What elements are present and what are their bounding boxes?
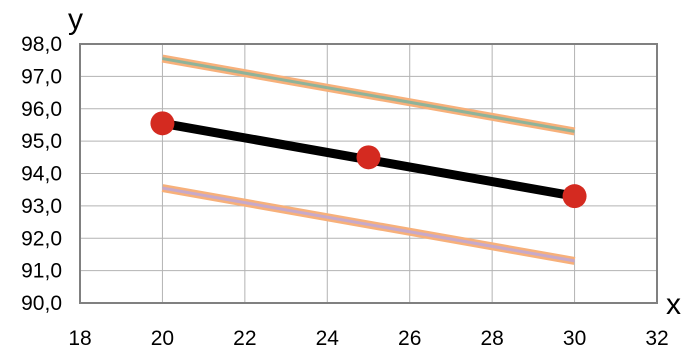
y-tick-labels: 90,0 91,0 92,0 93,0 94,0 95,0 96,0 97,0 98,0 [21, 33, 62, 315]
y-tick-label: 97,0 [21, 65, 62, 88]
y-tick-label: 95,0 [21, 130, 62, 153]
y-tick-label: 90,0 [21, 292, 62, 315]
y-tick-label: 93,0 [21, 195, 62, 218]
plot-frame [79, 43, 658, 304]
upper-band-line [162, 57, 575, 133]
data-point [562, 184, 587, 209]
points-layer [150, 111, 587, 209]
data-point [356, 145, 381, 170]
x-tick-label: 30 [563, 327, 586, 350]
x-tick-labels: 18 20 22 24 26 28 30 32 [68, 327, 668, 350]
x-axis-label: x [666, 288, 681, 321]
x-tick-label: 18 [68, 327, 91, 350]
y-tick-label: 91,0 [21, 260, 62, 283]
x-tick-label: 22 [233, 327, 256, 350]
x-tick-label: 20 [151, 327, 174, 350]
x-tick-label: 28 [480, 327, 503, 350]
y-tick-label: 92,0 [21, 227, 62, 250]
x-tick-label: 26 [398, 327, 421, 350]
y-tick-label: 98,0 [21, 33, 62, 56]
x-tick-label: 24 [316, 327, 340, 350]
x-tick-label: 32 [645, 327, 668, 350]
data-point [150, 111, 175, 136]
lower-band-line [162, 186, 575, 263]
y-axis-label: y [68, 3, 83, 36]
y-tick-label: 96,0 [21, 98, 62, 121]
y-tick-label: 94,0 [21, 163, 62, 186]
